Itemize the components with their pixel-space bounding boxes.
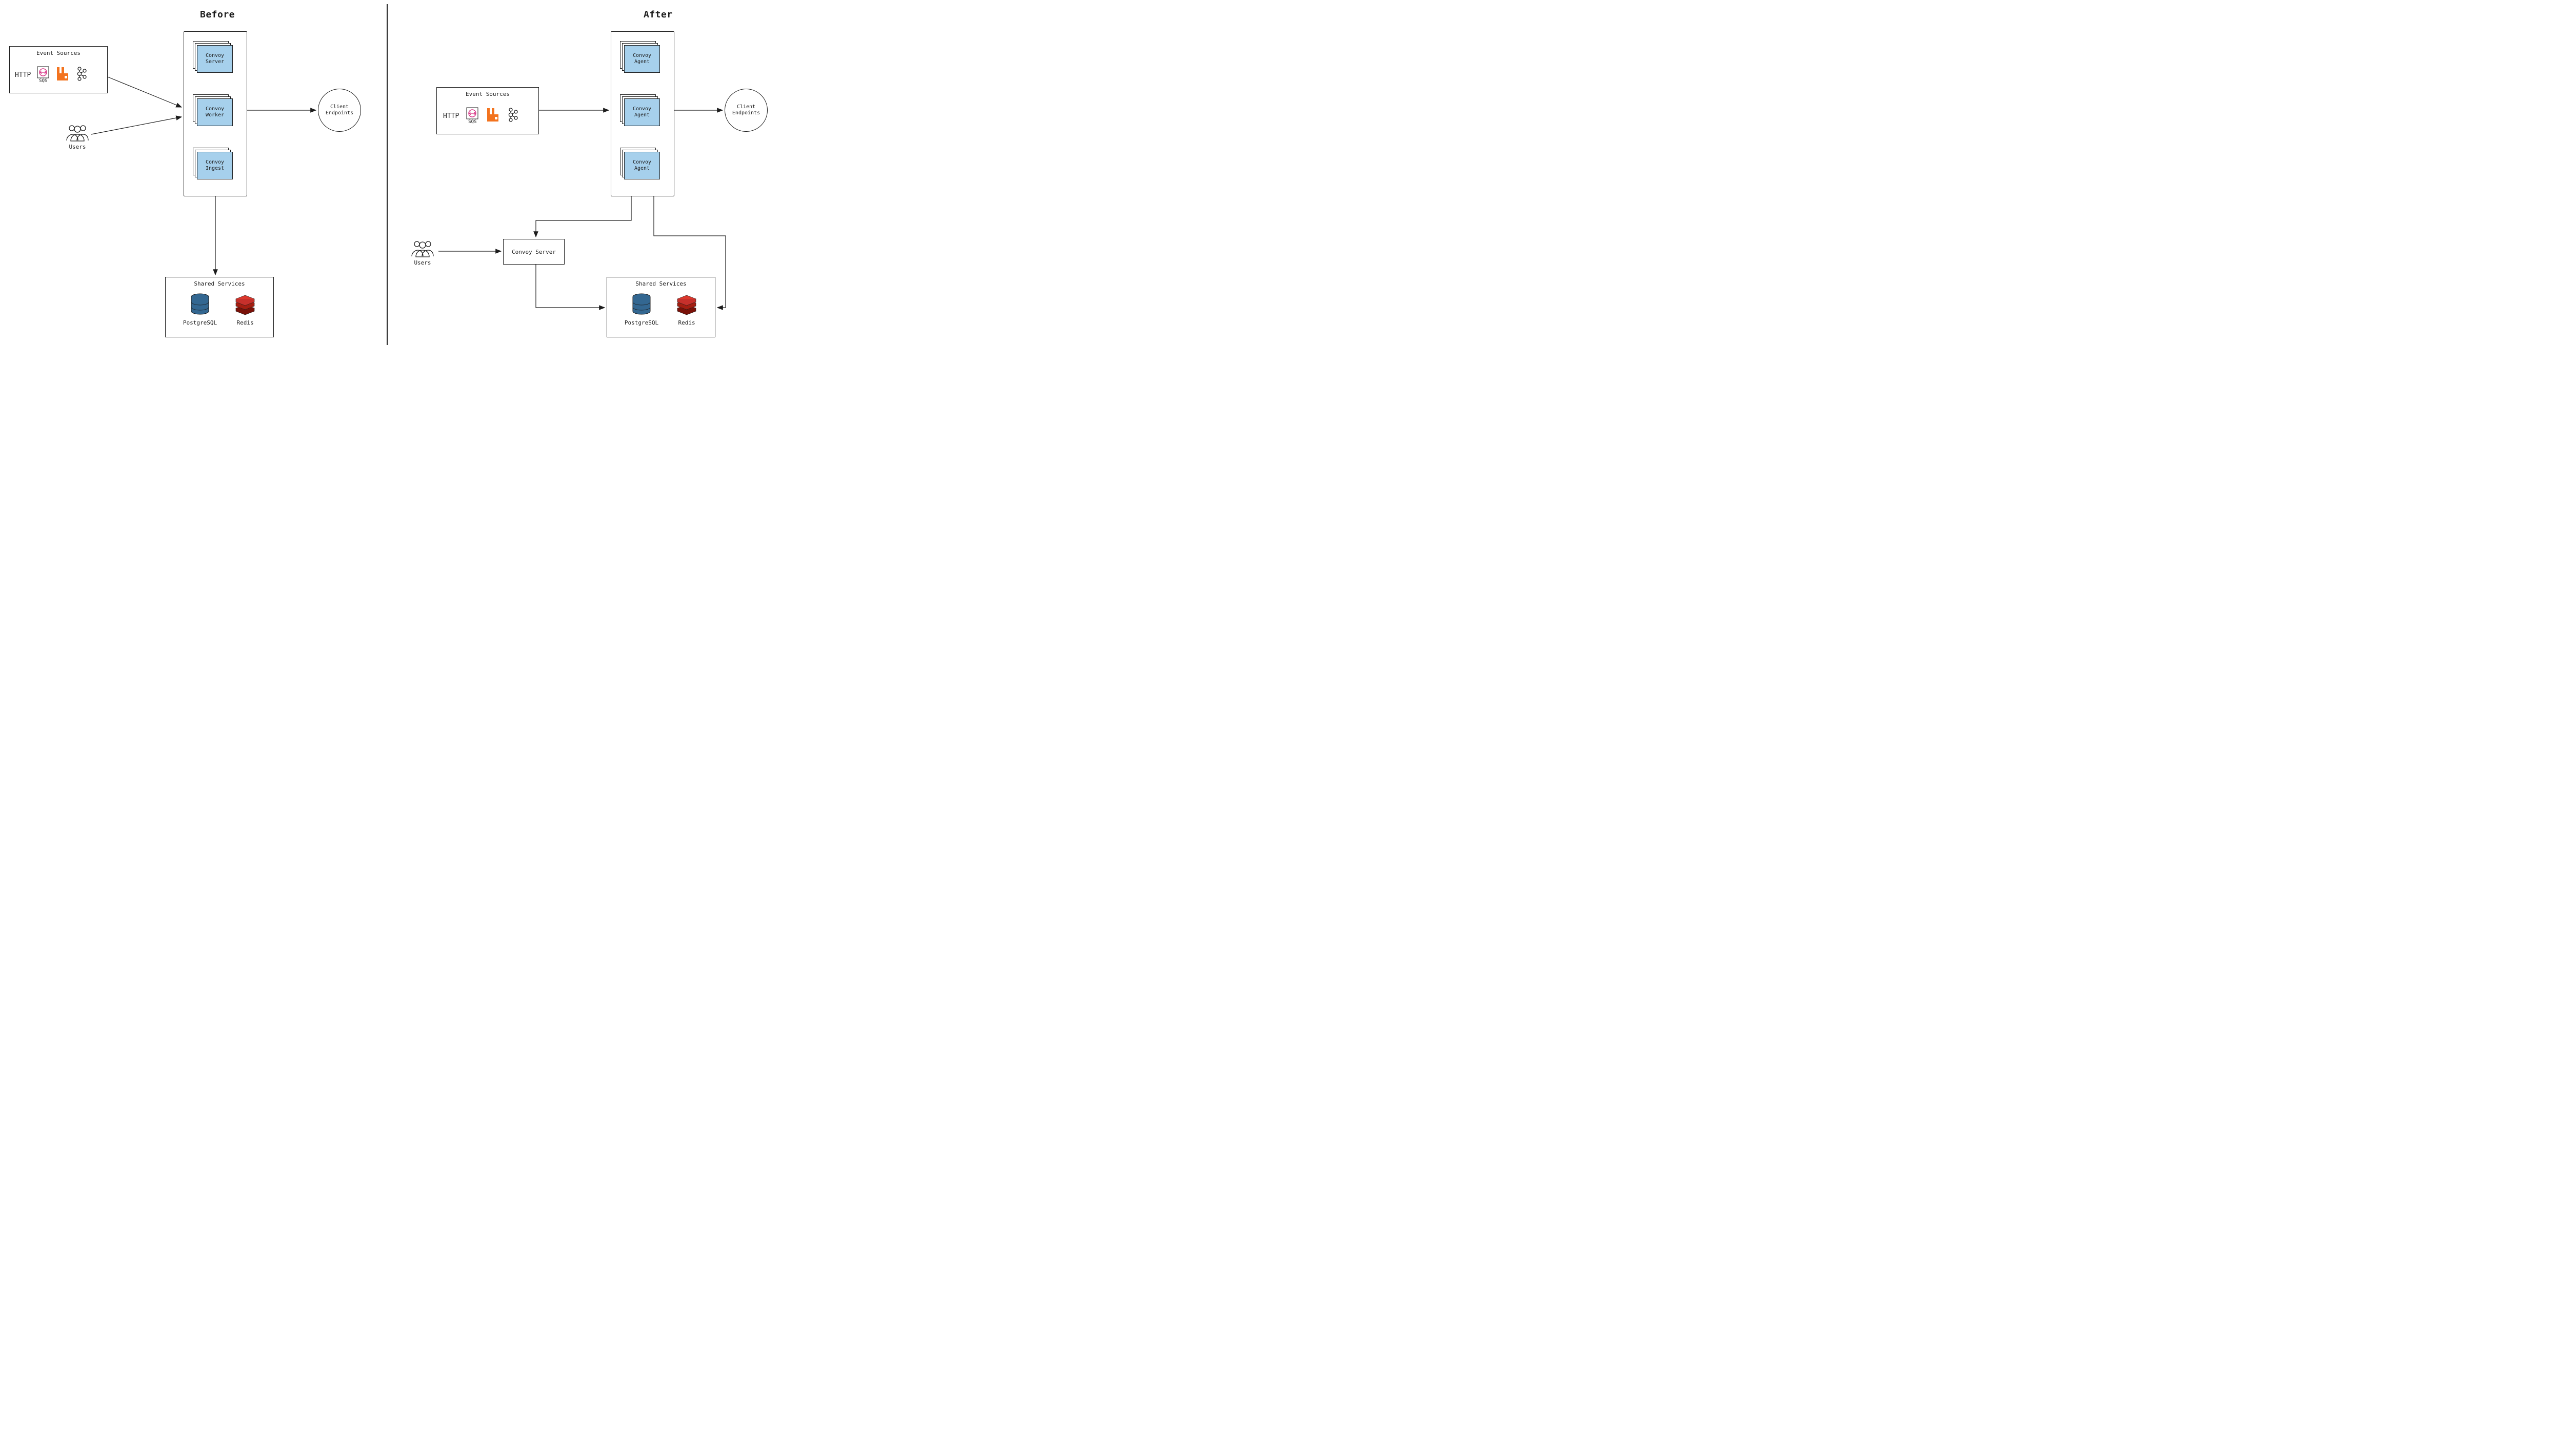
shared-services-box: Shared Services PostgreSQL Redis	[165, 277, 274, 337]
convoy-ingest-node: Convoy Ingest	[193, 148, 233, 179]
event-sources-box: Event Sources HTTP SQS	[9, 46, 108, 93]
shared-services-label: Shared Services	[607, 280, 715, 287]
redis-icon: Redis	[234, 295, 256, 326]
convoy-server-node: Convoy Server	[193, 41, 233, 73]
http-label: HTTP	[443, 112, 459, 120]
users-icon: Users	[411, 240, 434, 266]
client-endpoints: Client Endpoints	[725, 89, 768, 132]
convoy-agent-node-1: Convoy Agent	[620, 41, 660, 73]
event-sources-label: Event Sources	[10, 50, 107, 56]
client-endpoints: Client Endpoints	[318, 89, 361, 132]
after-panel: After Event Sources HTTP SQS Users Convo…	[387, 0, 780, 349]
convoy-agent-node-2: Convoy Agent	[620, 94, 660, 126]
convoy-server-box: Convoy Server	[503, 239, 565, 265]
postgres-icon: PostgreSQL	[625, 293, 658, 326]
convoy-agent-node-3: Convoy Agent	[620, 148, 660, 179]
convoy-worker-node: Convoy Worker	[193, 94, 233, 126]
after-edges	[387, 0, 780, 349]
shared-services-box: Shared Services PostgreSQL Redis	[607, 277, 715, 337]
before-title: Before	[200, 9, 235, 20]
users-label: Users	[66, 144, 89, 150]
shared-services-label: Shared Services	[166, 280, 273, 287]
event-sources-box: Event Sources HTTP SQS	[436, 87, 539, 134]
kafka-icon	[76, 66, 87, 84]
users-label: Users	[411, 259, 434, 266]
postgres-icon: PostgreSQL	[183, 293, 217, 326]
event-sources-label: Event Sources	[437, 91, 538, 97]
before-panel: Before Event Sources HTTP SQS Users	[0, 0, 387, 349]
kafka-icon	[507, 107, 518, 125]
redis-icon: Redis	[676, 295, 697, 326]
sqs-icon: SQS	[466, 107, 478, 125]
users-icon: Users	[66, 124, 89, 150]
rabbitmq-icon	[55, 66, 70, 84]
rabbitmq-icon	[486, 107, 500, 125]
after-title: After	[644, 9, 673, 20]
http-label: HTTP	[15, 71, 31, 79]
sqs-icon: SQS	[37, 66, 49, 84]
